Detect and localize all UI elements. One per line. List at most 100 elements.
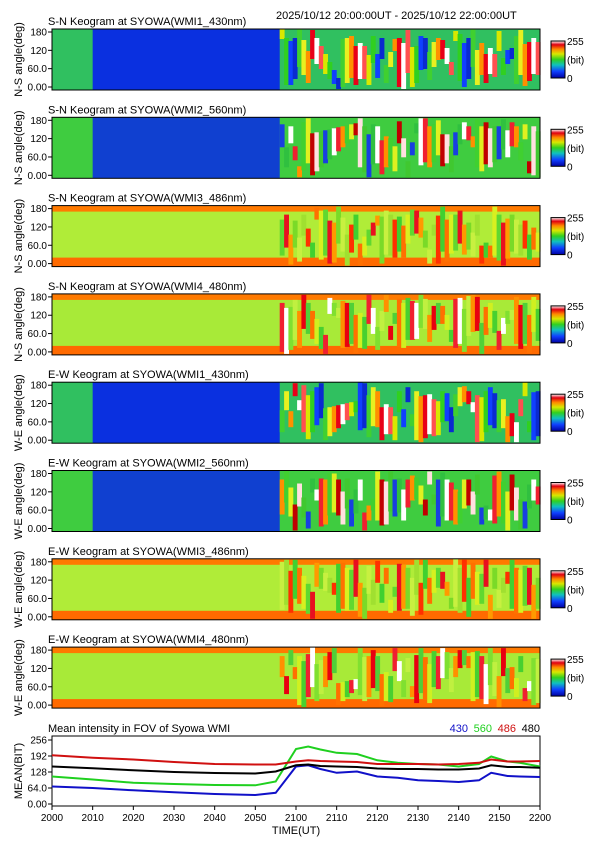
angle-tick-label: 180 [30, 28, 47, 39]
series-line-430 [51, 764, 541, 797]
keogram-upper-edge [52, 205, 540, 212]
keogram-auroral-feature [466, 222, 472, 250]
keogram-auroral-feature [362, 383, 368, 429]
keogram-auroral-feature [435, 401, 441, 436]
keogram-auroral-feature [505, 491, 511, 531]
keogram-auroral-feature [297, 400, 302, 411]
angle-tick-label: 120 [30, 134, 47, 145]
keogram-auroral-feature [396, 391, 402, 413]
keogram-auroral-feature [405, 387, 411, 403]
keogram-auroral-feature [527, 484, 532, 509]
angle-tick-label: 0.00 [28, 347, 48, 358]
keogram-auroral-feature [288, 411, 294, 428]
keogram-auroral-feature [487, 245, 493, 258]
keogram-auroral-feature [487, 128, 493, 168]
colorbar-unit-label: (bit) [567, 497, 584, 508]
angle-tick-label: 0.00 [28, 259, 48, 270]
keogram-auroral-feature [440, 40, 446, 59]
keogram-auroral-feature [314, 489, 320, 501]
keogram-auroral-feature [388, 138, 394, 167]
colorbar-min-label: 0 [567, 692, 573, 703]
keogram-auroral-feature [305, 228, 311, 247]
keogram-auroral-feature [366, 656, 372, 698]
panel-title: S-N Keogram at SYOWA(WMI2_560nm) [48, 104, 246, 116]
keogram-auroral-feature [340, 682, 346, 702]
keogram-auroral-feature [501, 58, 506, 75]
keogram-auroral-feature [349, 499, 354, 527]
keogram-auroral-feature [292, 220, 298, 248]
keogram-auroral-feature [292, 504, 298, 531]
keogram-auroral-feature [461, 43, 467, 87]
keogram-frame [51, 558, 541, 621]
keogram-auroral-feature [422, 118, 428, 163]
panel-title: S-N Keogram at SYOWA(WMI1_430nm) [48, 16, 246, 28]
keogram-auroral-feature [336, 127, 341, 152]
keogram-auroral-feature [305, 302, 311, 334]
keogram-auroral-feature [344, 478, 350, 509]
keogram-lower-edge [52, 699, 540, 709]
keogram-auroral-feature [279, 219, 285, 256]
keogram-auroral-feature [422, 499, 428, 516]
keogram-auroral-feature [344, 234, 350, 266]
colorbar [550, 393, 566, 432]
keogram-auroral-feature [323, 209, 328, 256]
keogram-auroral-feature [470, 232, 476, 257]
keogram-auroral-feature [392, 219, 398, 258]
keogram-auroral-feature [405, 658, 411, 673]
keogram-panel: S-N Keogram at SYOWA(WMI2_560nm) N-S angl… [13, 104, 584, 185]
mean-intensity-panel: Mean intensity in FOV of Syowa WMI 480 486… [13, 723, 541, 811]
keogram-auroral-feature [331, 302, 337, 316]
keogram-auroral-feature [509, 122, 515, 147]
panel-title: E-W Keogram at SYOWA(WMI3_486nm) [48, 546, 249, 558]
keogram-auroral-feature [401, 302, 407, 348]
keogram-auroral-feature [492, 126, 498, 163]
keogram-auroral-feature [288, 570, 294, 613]
keogram-auroral-feature [353, 123, 359, 136]
keogram-auroral-feature [444, 652, 450, 680]
keogram-auroral-feature [327, 473, 333, 516]
keogram-auroral-feature [414, 477, 420, 500]
keogram-auroral-feature [448, 668, 454, 693]
colorbar-unit-label: (bit) [567, 409, 584, 420]
keogram-auroral-feature [518, 30, 524, 75]
keogram-auroral-feature [518, 499, 524, 530]
keogram-auroral-feature [427, 52, 433, 80]
colorbar-max-label: 255 [567, 37, 584, 48]
keogram-frame [51, 293, 541, 356]
keogram-auroral-feature [444, 393, 450, 422]
keogram-auroral-feature [453, 214, 459, 251]
colorbar [550, 305, 566, 344]
keogram-auroral-feature [466, 391, 472, 405]
keogram-auroral-feature [288, 126, 294, 144]
colorbar [550, 482, 566, 520]
keogram-auroral-feature [440, 391, 446, 423]
keogram-image [52, 382, 541, 444]
colorbar-max-label: 255 [567, 125, 584, 136]
keogram-auroral-feature [370, 307, 376, 334]
keogram-auroral-feature [288, 41, 294, 85]
keogram-auroral-feature [292, 667, 298, 680]
mean-panel-title: Mean intensity in FOV of Syowa WMI [48, 723, 230, 735]
keogram-auroral-feature [379, 407, 385, 441]
angle-tick-label: 120 [30, 311, 47, 322]
keogram-auroral-feature [527, 421, 532, 433]
keogram-auroral-feature [431, 224, 437, 236]
keogram-auroral-feature [388, 471, 394, 512]
keogram-upper-edge [52, 293, 540, 300]
keogram-auroral-feature [375, 471, 381, 521]
keogram-auroral-feature [509, 474, 515, 511]
keogram-auroral-feature [418, 217, 424, 238]
keogram-auroral-feature [349, 36, 354, 78]
keogram-auroral-feature [440, 134, 446, 167]
keogram-auroral-feature [505, 310, 511, 324]
keogram-auroral-feature [483, 664, 489, 705]
keogram-auroral-feature [305, 583, 311, 614]
keogram-auroral-feature [466, 295, 472, 336]
keogram-auroral-feature [392, 479, 398, 517]
keogram-auroral-feature [474, 214, 480, 236]
keogram-auroral-feature [288, 306, 294, 350]
time-tick-label: 2000 [41, 813, 64, 824]
colorbar [550, 570, 566, 609]
keogram-auroral-feature [396, 478, 402, 513]
keogram-auroral-feature [301, 497, 307, 518]
